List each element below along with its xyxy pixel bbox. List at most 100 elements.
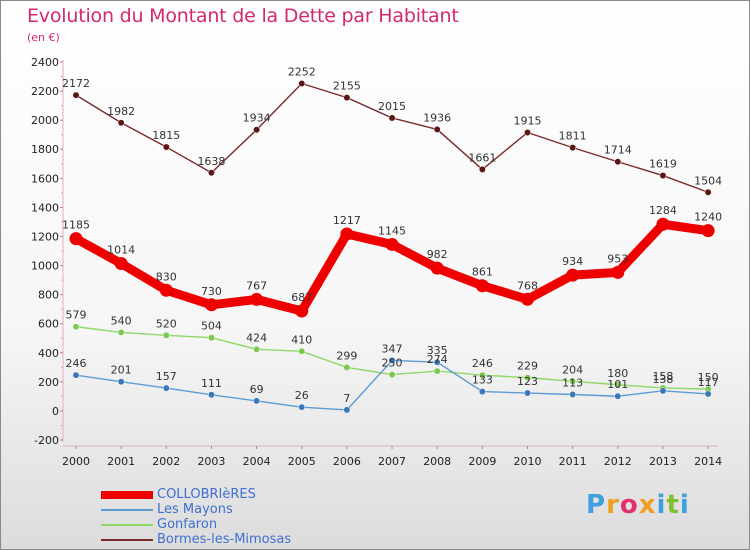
data-label: 335 xyxy=(427,344,448,357)
logo-letter: t xyxy=(666,490,680,520)
series-1-point xyxy=(253,397,261,405)
data-label: 2252 xyxy=(288,66,316,79)
data-label: 730 xyxy=(201,285,222,298)
chart-subtitle: (en €) xyxy=(27,31,60,44)
series-0-point xyxy=(475,279,489,293)
series-1-point xyxy=(298,403,306,411)
series-1-point xyxy=(433,358,441,366)
proxiti-logo: Proxiti xyxy=(586,490,690,520)
legend-swatch xyxy=(101,524,153,526)
y-tick-label: 2200 xyxy=(31,85,59,98)
data-label: 768 xyxy=(517,279,538,292)
data-label: 687 xyxy=(291,291,312,304)
y-tick-label: 200 xyxy=(38,376,59,389)
data-label: 1145 xyxy=(378,224,406,237)
legend-swatch xyxy=(101,539,153,541)
series-3-point xyxy=(433,126,441,133)
series-1-point xyxy=(614,392,622,400)
series-0-point xyxy=(656,217,670,231)
x-tick-label: 2003 xyxy=(197,455,225,468)
x-tick-label: 2004 xyxy=(243,455,271,468)
data-label: 26 xyxy=(295,389,309,402)
series-3-point xyxy=(162,143,170,151)
series-2-point xyxy=(117,328,125,336)
series-layer xyxy=(69,80,715,414)
data-label: 1815 xyxy=(152,129,180,142)
x-tick-label: 2006 xyxy=(333,455,361,468)
x-tick-label: 2013 xyxy=(649,455,677,468)
legend-swatch xyxy=(101,509,153,511)
series-1-point xyxy=(388,357,396,364)
data-label: 1240 xyxy=(694,211,722,224)
series-3-point xyxy=(478,165,486,173)
logo-letter: i xyxy=(679,490,690,520)
data-label: 274 xyxy=(427,353,448,366)
x-tick-label: 2010 xyxy=(514,455,542,468)
series-2-point xyxy=(343,364,351,371)
data-label: 520 xyxy=(156,317,177,330)
series-1-point xyxy=(659,387,667,395)
y-tick-label: 2400 xyxy=(31,56,59,69)
data-label: 861 xyxy=(472,266,493,279)
data-label: 1915 xyxy=(514,115,542,128)
x-tick-label: 2005 xyxy=(288,455,316,468)
series-1-point xyxy=(343,406,351,414)
data-label: 934 xyxy=(562,255,583,268)
data-label: 1714 xyxy=(604,144,632,157)
data-label: 204 xyxy=(562,363,583,376)
data-label: 113 xyxy=(562,376,583,389)
series-1-point xyxy=(524,389,531,397)
series-1-point xyxy=(208,391,215,399)
data-label: 953 xyxy=(607,252,628,265)
data-label: 1936 xyxy=(423,111,451,124)
legend-label: COLLOBRIèRES xyxy=(157,487,256,502)
series-3-point xyxy=(117,119,125,127)
data-label: 2172 xyxy=(62,77,90,90)
logo-letter: i xyxy=(656,490,667,520)
data-label: 982 xyxy=(427,248,448,261)
data-label: 158 xyxy=(652,370,673,383)
data-label: 7 xyxy=(343,392,350,405)
data-label: 299 xyxy=(336,349,357,362)
legend-label: Bormes-les-Mimosas xyxy=(157,532,292,547)
series-0-point xyxy=(430,261,444,275)
series-0-point xyxy=(566,268,580,282)
series-3-point xyxy=(208,169,215,177)
series-0-point xyxy=(611,265,625,279)
y-tick-label: 1000 xyxy=(31,260,59,273)
data-label: 250 xyxy=(382,357,403,370)
data-label: 229 xyxy=(517,360,538,373)
data-label: 246 xyxy=(66,357,87,370)
series-3-point xyxy=(72,91,80,99)
series-0-point xyxy=(204,298,218,312)
series-3-point xyxy=(614,158,622,166)
series-2-point xyxy=(524,374,531,382)
data-label: 1014 xyxy=(107,244,135,257)
data-labels: 1185 1014 830 730 767 687 1217 1145 982 861 768 934… xyxy=(62,66,722,405)
series-1-point xyxy=(478,388,486,396)
x-tick-label: 2009 xyxy=(468,455,496,468)
series-1-point xyxy=(72,371,80,379)
axes: -200 0 200 400 600 800 1000 1200 1400 1600 1800 200… xyxy=(31,56,722,468)
logo-letter: P xyxy=(586,490,607,520)
series-0-point xyxy=(250,292,264,306)
series-1-point xyxy=(162,384,170,392)
data-label: 246 xyxy=(472,357,493,370)
series-0-point xyxy=(340,227,354,241)
y-tick-label: 800 xyxy=(38,289,59,302)
x-tick-label: 2008 xyxy=(423,455,451,468)
data-label: 1217 xyxy=(333,214,361,227)
data-label: 157 xyxy=(156,370,177,383)
data-label: 1619 xyxy=(649,158,677,171)
y-tick-label: 2000 xyxy=(31,114,59,127)
series-1-point xyxy=(704,390,712,398)
legend-label: Les Mayons xyxy=(157,502,233,517)
y-tick-label: 1600 xyxy=(31,172,59,185)
data-label: 123 xyxy=(517,375,538,388)
series-2-point xyxy=(298,347,306,355)
data-label: 117 xyxy=(698,376,719,389)
x-tick-label: 2014 xyxy=(694,455,722,468)
series-1-point xyxy=(117,378,125,386)
data-label: 347 xyxy=(382,342,403,355)
